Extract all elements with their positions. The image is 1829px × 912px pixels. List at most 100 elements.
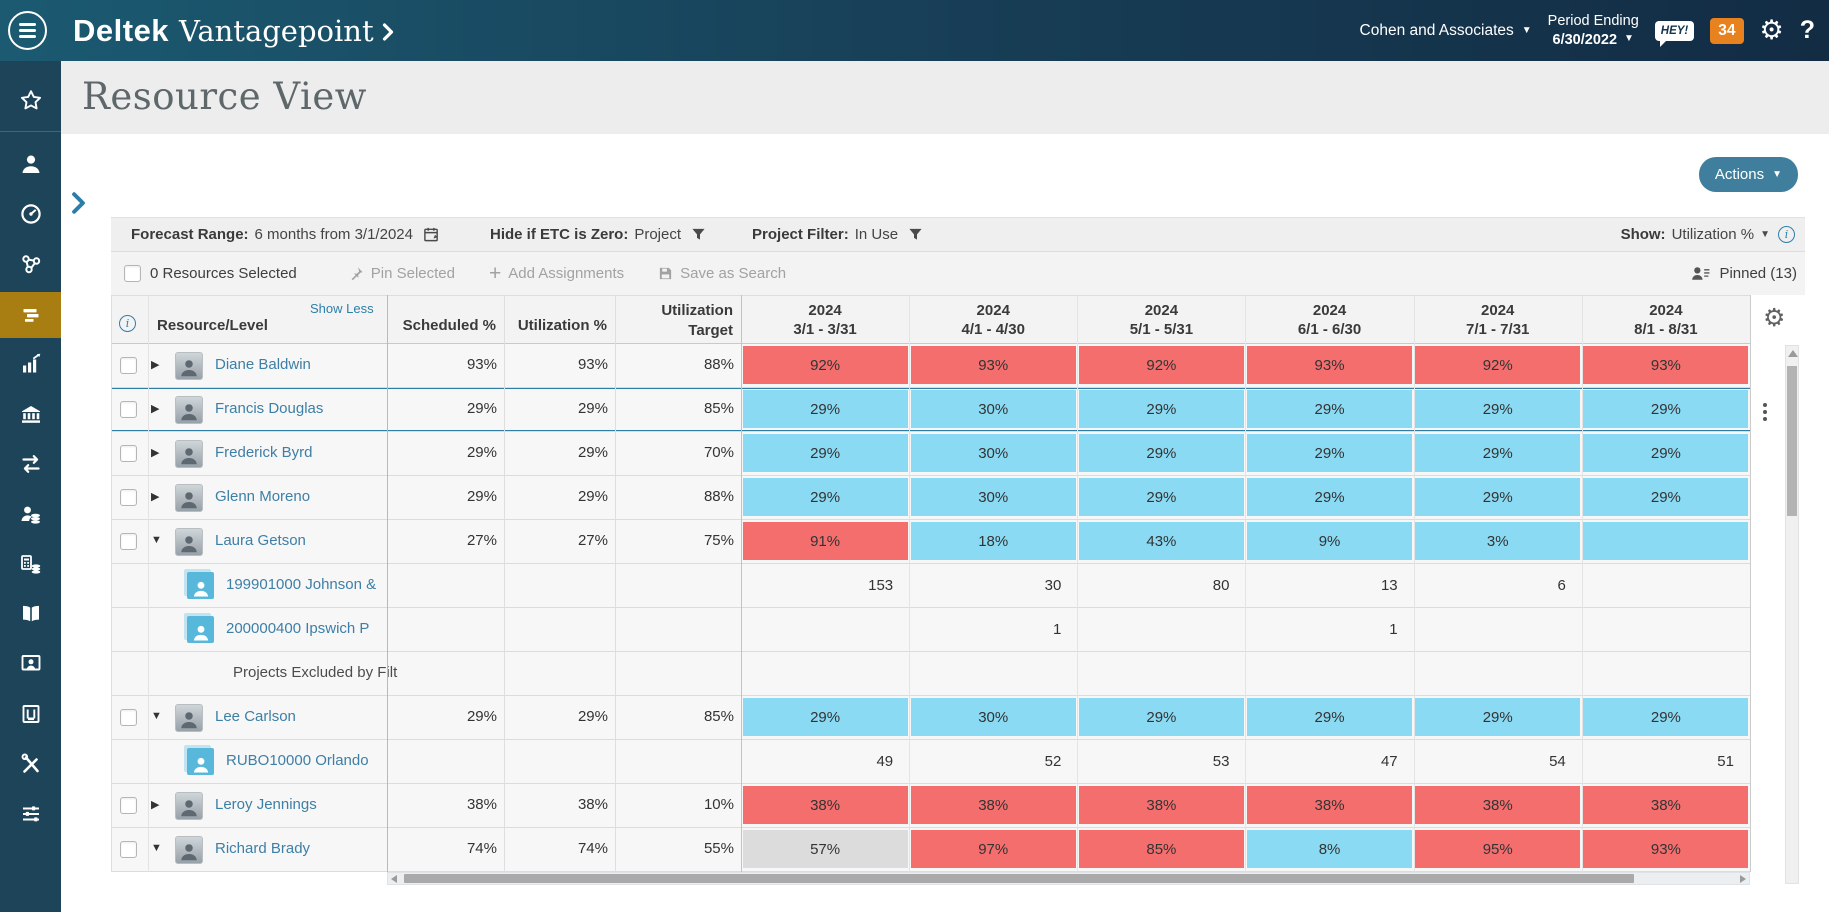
month-cell[interactable]: 29% [1415, 434, 1581, 472]
row-checkbox[interactable] [120, 709, 137, 726]
scroll-right-arrow[interactable] [1740, 875, 1746, 883]
filter-funnel-icon[interactable] [908, 227, 923, 242]
month-cell[interactable]: 43% [1078, 522, 1244, 560]
month-cell[interactable]: 95% [1415, 830, 1581, 868]
horizontal-scroll-thumb[interactable] [404, 874, 1634, 883]
month-cell[interactable]: 53 [1212, 753, 1230, 770]
collapse-row-icon[interactable]: ▼ [151, 710, 162, 722]
row-options-menu-icon[interactable] [1759, 399, 1771, 425]
month-cell[interactable]: 29% [1415, 478, 1581, 516]
sidebar-item-human-resources[interactable] [0, 641, 61, 687]
company-dropdown[interactable]: Cohen and Associates ▼ [1360, 22, 1532, 40]
month-cell[interactable]: 38% [1078, 786, 1244, 824]
sidebar-item-analytics[interactable] [0, 341, 61, 387]
resource-name-link[interactable]: Glenn Moreno [215, 488, 311, 505]
hide-etc-zero-control[interactable]: Hide if ETC is Zero: Project [490, 226, 706, 243]
month-cell[interactable]: 93% [910, 346, 1076, 384]
month-cell[interactable]: 52 [1044, 753, 1062, 770]
month-cell[interactable] [741, 608, 909, 651]
month-cell[interactable]: 29% [1246, 434, 1413, 472]
expand-row-icon[interactable]: ▶ [151, 799, 160, 811]
month-cell[interactable]: 153 [868, 577, 894, 594]
month-cell[interactable] [1414, 652, 1582, 695]
show-less-link[interactable]: Show Less [310, 301, 374, 316]
vertical-scroll-thumb[interactable] [1787, 366, 1797, 516]
sidebar-item-contacts[interactable] [0, 141, 61, 187]
month-cell[interactable]: 29% [1583, 698, 1749, 736]
month-cell[interactable]: 93% [1583, 830, 1749, 868]
month-cell[interactable]: 93% [1246, 346, 1413, 384]
month-cell[interactable] [1077, 608, 1245, 651]
month-cell[interactable]: 92% [742, 346, 908, 384]
month-cell[interactable]: 38% [1246, 786, 1413, 824]
month-cell[interactable]: 29% [1078, 390, 1244, 428]
panel-expand-chevron-icon[interactable] [71, 191, 86, 220]
month-cell[interactable]: 38% [910, 786, 1076, 824]
month-cell[interactable]: 29% [1415, 390, 1581, 428]
month-cell[interactable]: 18% [910, 522, 1076, 560]
month-cell[interactable]: 97% [910, 830, 1076, 868]
menu-icon[interactable] [8, 11, 47, 50]
month-cell[interactable]: 29% [1078, 698, 1244, 736]
grid-settings-gear-icon[interactable]: ⚙ [1763, 303, 1786, 332]
row-checkbox[interactable] [120, 797, 137, 814]
sidebar-item-resource-planning[interactable] [0, 292, 61, 338]
month-cell[interactable] [1077, 652, 1245, 695]
project-name-link[interactable]: RUBO10000 Orlando [226, 752, 369, 769]
month-cell[interactable]: 93% [1583, 346, 1749, 384]
month-cell[interactable]: 29% [1246, 390, 1413, 428]
month-cell[interactable]: 29% [742, 390, 908, 428]
month-cell[interactable] [741, 652, 909, 695]
sidebar-item-billing[interactable] [0, 541, 61, 587]
sidebar-item-transactions[interactable] [0, 441, 61, 487]
sidebar-item-accounting[interactable] [0, 391, 61, 437]
hey-assistant-icon[interactable]: HEY! [1654, 20, 1695, 47]
vertical-scrollbar[interactable] [1785, 345, 1799, 884]
add-assignments-button[interactable]: + Add Assignments [489, 263, 624, 284]
month-cell[interactable]: 29% [1583, 434, 1749, 472]
month-cell[interactable]: 29% [1246, 698, 1413, 736]
month-cell[interactable]: 38% [1583, 786, 1749, 824]
month-cell[interactable]: 29% [1583, 390, 1749, 428]
scroll-up-arrow[interactable] [1788, 350, 1798, 357]
month-cell[interactable]: 29% [1583, 478, 1749, 516]
sidebar-item-dashboard[interactable] [0, 191, 61, 237]
month-cell[interactable]: 30% [910, 434, 1076, 472]
month-cell[interactable]: 51 [1717, 753, 1734, 770]
month-cell[interactable]: 29% [742, 478, 908, 516]
horizontal-scrollbar[interactable] [387, 872, 1750, 885]
month-cell[interactable]: 49 [876, 753, 894, 770]
sidebar-item-library[interactable] [0, 591, 61, 637]
save-as-search-button[interactable]: Save as Search [658, 265, 786, 282]
sidebar-item-utilities[interactable] [0, 741, 61, 787]
pin-selected-button[interactable]: Pin Selected [349, 265, 455, 282]
month-cell[interactable]: 9% [1246, 522, 1413, 560]
month-cell[interactable]: 38% [742, 786, 908, 824]
month-cell[interactable]: 47 [1380, 753, 1398, 770]
resource-name-link[interactable]: Laura Getson [215, 532, 306, 549]
project-name-link[interactable]: 200000400 Ipswich P [226, 620, 370, 637]
month-cell[interactable] [1582, 652, 1750, 695]
month-cell[interactable]: 29% [1246, 478, 1413, 516]
month-cell[interactable] [1245, 652, 1413, 695]
row-checkbox[interactable] [120, 841, 137, 858]
filter-funnel-icon[interactable] [691, 227, 706, 242]
forecast-range-control[interactable]: Forecast Range: 6 months from 3/1/2024 [131, 226, 440, 243]
month-cell[interactable] [1582, 564, 1750, 607]
row-checkbox[interactable] [120, 533, 137, 550]
sidebar-item-apps[interactable] [0, 691, 61, 737]
info-icon[interactable]: i [1778, 226, 1795, 243]
sidebar-item-favorites[interactable] [0, 77, 61, 123]
month-cell[interactable]: 54 [1549, 753, 1566, 770]
gear-icon[interactable]: ⚙ [1759, 15, 1784, 46]
notification-badge[interactable]: 34 [1710, 17, 1744, 44]
help-icon[interactable]: ? [1799, 16, 1815, 44]
project-filter-control[interactable]: Project Filter: In Use [752, 226, 923, 243]
month-cell[interactable]: 85% [1078, 830, 1244, 868]
collapse-row-icon[interactable]: ▼ [151, 842, 162, 854]
month-cell[interactable]: 1 [1052, 621, 1062, 638]
sidebar-item-collaboration[interactable] [0, 241, 61, 287]
row-checkbox[interactable] [120, 489, 137, 506]
select-all-checkbox[interactable] [124, 265, 141, 282]
actions-button[interactable]: Actions ▼ [1698, 157, 1798, 192]
